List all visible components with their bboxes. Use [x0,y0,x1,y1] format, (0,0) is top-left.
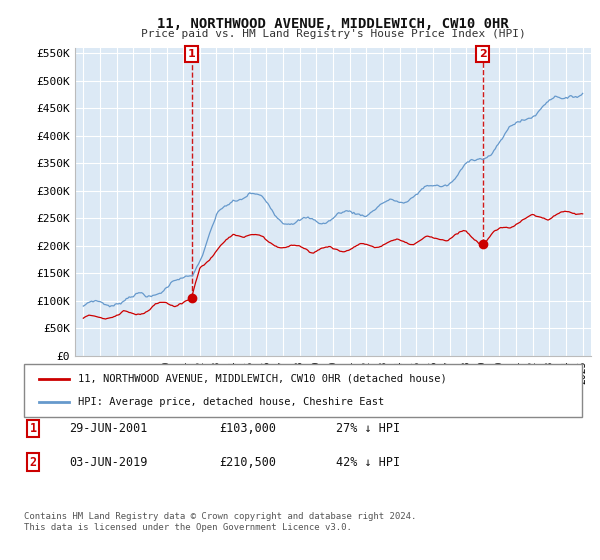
Text: 03-JUN-2019: 03-JUN-2019 [69,455,148,469]
Text: 29-JUN-2001: 29-JUN-2001 [69,422,148,435]
Text: 1: 1 [29,422,37,435]
Text: 1: 1 [188,49,196,59]
Text: HPI: Average price, detached house, Cheshire East: HPI: Average price, detached house, Ches… [78,397,384,407]
Text: 27% ↓ HPI: 27% ↓ HPI [336,422,400,435]
Text: £103,000: £103,000 [219,422,276,435]
Text: Contains HM Land Registry data © Crown copyright and database right 2024.
This d: Contains HM Land Registry data © Crown c… [24,512,416,532]
Text: £210,500: £210,500 [219,455,276,469]
Text: Price paid vs. HM Land Registry's House Price Index (HPI): Price paid vs. HM Land Registry's House … [140,29,526,39]
Text: 11, NORTHWOOD AVENUE, MIDDLEWICH, CW10 0HR (detached house): 11, NORTHWOOD AVENUE, MIDDLEWICH, CW10 0… [78,374,447,384]
Text: 42% ↓ HPI: 42% ↓ HPI [336,455,400,469]
Text: 2: 2 [479,49,487,59]
Text: 2: 2 [29,455,37,469]
Text: 11, NORTHWOOD AVENUE, MIDDLEWICH, CW10 0HR: 11, NORTHWOOD AVENUE, MIDDLEWICH, CW10 0… [157,17,509,31]
